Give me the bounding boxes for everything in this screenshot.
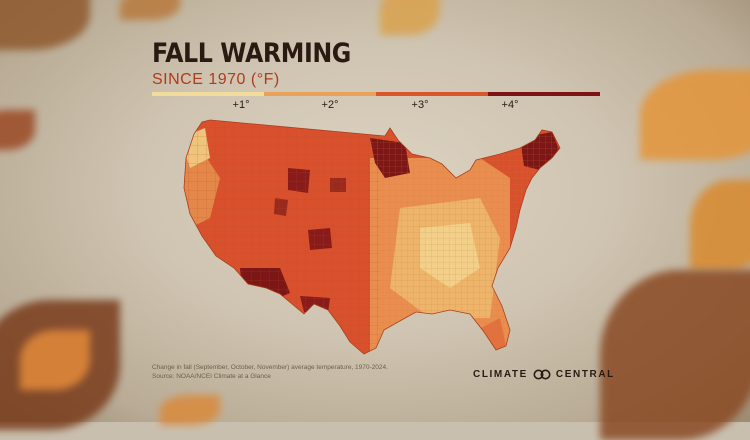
color-legend-bar bbox=[152, 92, 600, 96]
us-county-warming-map bbox=[183, 119, 561, 355]
leaf-decoration bbox=[120, 0, 180, 20]
legend-tick-1: +1° bbox=[232, 99, 250, 111]
linked-rings-icon bbox=[533, 369, 551, 380]
caption-line-1: Change in fall (September, October, Nove… bbox=[152, 364, 388, 371]
leaf-decoration bbox=[690, 180, 750, 270]
legend-swatch-3 bbox=[376, 92, 488, 96]
leaf-decoration bbox=[160, 395, 220, 425]
leaf-decoration bbox=[20, 330, 90, 390]
legend-swatch-1 bbox=[152, 92, 264, 96]
legend-tick-4: +4° bbox=[501, 99, 519, 111]
county-borders-west bbox=[184, 120, 380, 354]
page-title: FALL WARMING bbox=[152, 38, 351, 69]
map-caption: Change in fall (September, October, Nove… bbox=[152, 363, 388, 381]
county-borders-east bbox=[370, 120, 560, 354]
legend-tick-2: +2° bbox=[321, 99, 339, 111]
brand-text-right: CENTRAL bbox=[555, 369, 615, 380]
page-subtitle: SINCE 1970 (°F) bbox=[152, 71, 280, 88]
leaf-decoration bbox=[640, 70, 750, 160]
us-outline bbox=[183, 119, 561, 355]
legend-swatch-4 bbox=[488, 92, 600, 96]
climate-central-logo: CLIMATE CENTRAL bbox=[473, 369, 615, 380]
caption-line-2: Source: NOAA/NCEI Climate at a Glance bbox=[152, 373, 271, 380]
leaf-decoration bbox=[600, 270, 750, 440]
brand-text-left: CLIMATE bbox=[473, 369, 528, 380]
legend-swatch-2 bbox=[264, 92, 376, 96]
legend-tick-3: +3° bbox=[411, 99, 429, 111]
